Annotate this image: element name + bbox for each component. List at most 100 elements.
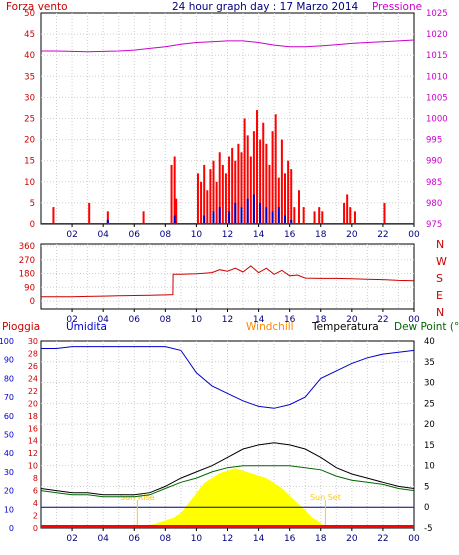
compass-label: N (436, 238, 444, 251)
wind-direction-line (41, 265, 415, 298)
wind-gust-bar (246, 135, 249, 224)
direction-y-tick-label: 360 (19, 242, 35, 252)
wind-gust-bar (271, 131, 274, 224)
wind-average-bar (259, 202, 262, 224)
wind-average-bar (252, 194, 255, 224)
wind-average-bar (173, 215, 176, 224)
wind-average-bar (234, 202, 237, 224)
wind-gust-bar (218, 152, 221, 224)
wind-gust-bar (287, 160, 290, 224)
wind-gust-bar (262, 122, 265, 224)
temp-y-tick-label: 30 (424, 379, 435, 389)
wind-y-tick-label: 10 (24, 178, 35, 188)
wind-gust-bar (280, 139, 283, 224)
wind-gust-bar (318, 207, 321, 224)
wind-gust-bar (224, 173, 227, 224)
direction-x-tick-label: 22 (377, 315, 388, 325)
direction-x-tick-label: 08 (160, 315, 172, 325)
temp-x-tick-label: 10 (191, 534, 203, 544)
wind-x-tick-label: 02 (66, 230, 77, 240)
pressure-y-tick-label: 1020 (426, 30, 448, 40)
legend-rain: Pioggia (2, 321, 40, 333)
wind-gust-bar (243, 118, 246, 224)
wind-gust-bar (353, 211, 356, 224)
temp-y-tick-label: 35 (424, 358, 435, 368)
pressure-y-tick-label: 1000 (426, 115, 448, 125)
humidity-y-tick-label: 0 (9, 524, 14, 533)
dewpoint-line (40, 465, 415, 498)
rain-y-tick-label: 26 (28, 362, 38, 371)
wind-average-bar (212, 211, 215, 224)
wind-gust-bar (249, 156, 252, 224)
temp-y-tick-label: 10 (424, 462, 435, 472)
humidity-y-tick-label: 80 (4, 374, 14, 383)
temp-x-tick-label: 04 (97, 534, 109, 544)
pressure-y-tick-label: 980 (426, 199, 442, 209)
compass-label: W (436, 255, 447, 268)
wind-average-bar (265, 207, 268, 224)
wind-x-tick-label: 10 (191, 230, 203, 240)
wind-gust-bar (256, 110, 259, 224)
wind-average-bar (106, 219, 109, 224)
wind-gust-bar (321, 211, 324, 224)
temperature-humidity-panel: -505101520253035400102030405060708090100… (0, 337, 435, 544)
humidity-y-tick-label: 90 (4, 356, 14, 365)
wind-gust-bar (293, 207, 296, 224)
rain-y-tick-label: 20 (28, 399, 38, 408)
wind-gust-bar (206, 190, 209, 224)
chart-title: 24 hour graph day : 17 Marzo 2014 (172, 1, 359, 13)
wind-gust-bar (259, 139, 262, 224)
wind-y-tick-label: 40 (24, 51, 35, 61)
wind-gust-bar (240, 152, 243, 224)
rain-y-tick-label: 16 (28, 424, 38, 433)
wind-gust-bar (212, 160, 215, 224)
wind-average-bar (218, 207, 221, 224)
wind-x-tick-label: 14 (253, 230, 265, 240)
wind-y-tick-label: 30 (24, 93, 35, 103)
wind-y-tick-label: 5 (30, 199, 35, 209)
wind-gust-bar (52, 207, 55, 224)
solar-radiation-area (137, 468, 326, 528)
direction-y-tick-label: 0 (30, 297, 35, 307)
wind-axis-label: Forza vento (6, 1, 68, 13)
compass-label: E (436, 289, 443, 302)
humidity-line (41, 346, 415, 409)
wind-gust-bar (209, 169, 212, 224)
wind-average-bar (228, 211, 231, 224)
wind-x-tick-label: 20 (346, 230, 358, 240)
humidity-y-tick-label: 100 (0, 337, 14, 346)
direction-y-tick-label: 90 (24, 283, 35, 293)
pressure-y-tick-label: 1005 (426, 93, 448, 103)
legend-windchill: Windchill (246, 321, 294, 333)
wind-y-tick-label: 0 (30, 220, 35, 230)
wind-x-tick-label: 22 (377, 230, 388, 240)
pressure-y-tick-label: 1010 (426, 72, 448, 82)
rain-y-tick-label: 0 (33, 524, 38, 533)
rain-y-tick-label: 22 (28, 387, 38, 396)
humidity-y-tick-label: 10 (4, 505, 14, 514)
compass-label: N (436, 306, 444, 319)
rain-y-tick-label: 6 (33, 487, 38, 496)
wind-gust-bar (175, 198, 178, 224)
wind-x-tick-label: 12 (222, 230, 233, 240)
rain-y-tick-label: 2 (33, 512, 38, 521)
wind-x-tick-label: 00 (408, 230, 420, 240)
temp-x-tick-label: 08 (160, 534, 172, 544)
compass-label: S (436, 272, 443, 285)
direction-x-tick-label: 10 (191, 315, 203, 325)
wind-gust-bar (215, 181, 218, 224)
direction-x-tick-label: 06 (129, 315, 141, 325)
humidity-y-tick-label: 50 (4, 431, 14, 440)
wind-gust-bar (290, 169, 293, 224)
wind-gust-bar (196, 173, 199, 224)
wind-y-tick-label: 50 (24, 9, 35, 19)
wind-gust-bar (277, 177, 280, 224)
wind-gust-bar (231, 148, 234, 224)
rain-y-tick-label: 14 (28, 437, 38, 446)
wind-pressure-panel: 0510152025303540455097598098599099510001… (24, 9, 447, 240)
rain-y-tick-label: 4 (33, 499, 38, 508)
wind-gust-bar (268, 164, 271, 224)
wind-y-tick-label: 25 (24, 115, 35, 125)
